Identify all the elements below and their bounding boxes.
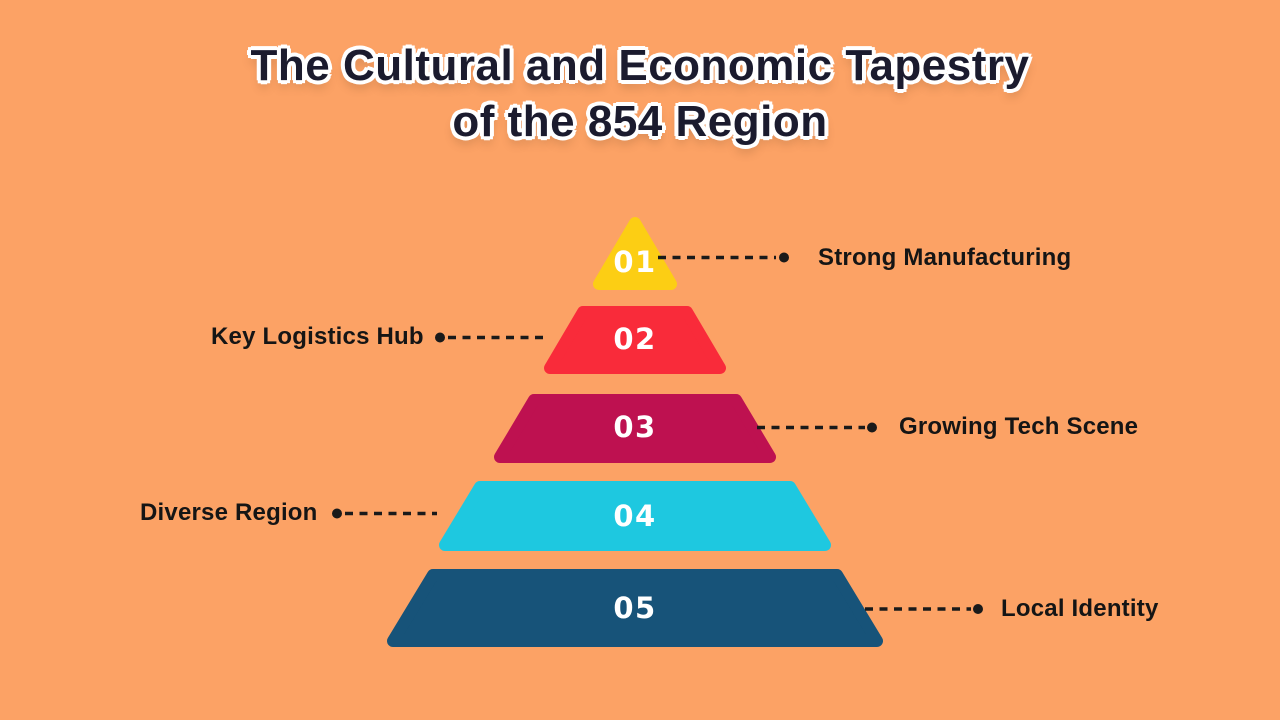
pyramid-level-1-shape — [593, 217, 677, 290]
pyramid-level-3-shape — [494, 394, 776, 463]
level-4-label: Diverse Region — [140, 499, 318, 526]
level-4-number: 04 — [613, 499, 657, 533]
connector-dot-2 — [435, 332, 445, 343]
page-title: The Cultural and Economic Tapestry of th… — [0, 38, 1280, 150]
pyramid-level-4-shape — [439, 481, 831, 551]
level-1-number: 01 — [613, 245, 657, 279]
pyramid-level-5-shape — [387, 569, 883, 647]
level-2-label: Key Logistics Hub — [211, 323, 424, 350]
level-3-label: Growing Tech Scene — [899, 413, 1139, 440]
level-3-number: 03 — [613, 410, 657, 444]
connector-dot-3 — [867, 422, 877, 433]
level-1-label: Strong Manufacturing — [818, 244, 1072, 271]
connector-dot-4 — [332, 508, 342, 519]
connector-dot-5 — [973, 604, 983, 614]
connector-dot-1 — [779, 252, 789, 263]
title-line-1: The Cultural and Economic Tapestry — [250, 41, 1030, 90]
title-line-2: of the 854 Region — [452, 97, 828, 146]
level-5-number: 05 — [613, 591, 657, 625]
level-2-number: 02 — [613, 322, 657, 356]
pyramid-level-2-shape — [544, 306, 726, 374]
level-5-label: Local Identity — [1001, 595, 1159, 622]
